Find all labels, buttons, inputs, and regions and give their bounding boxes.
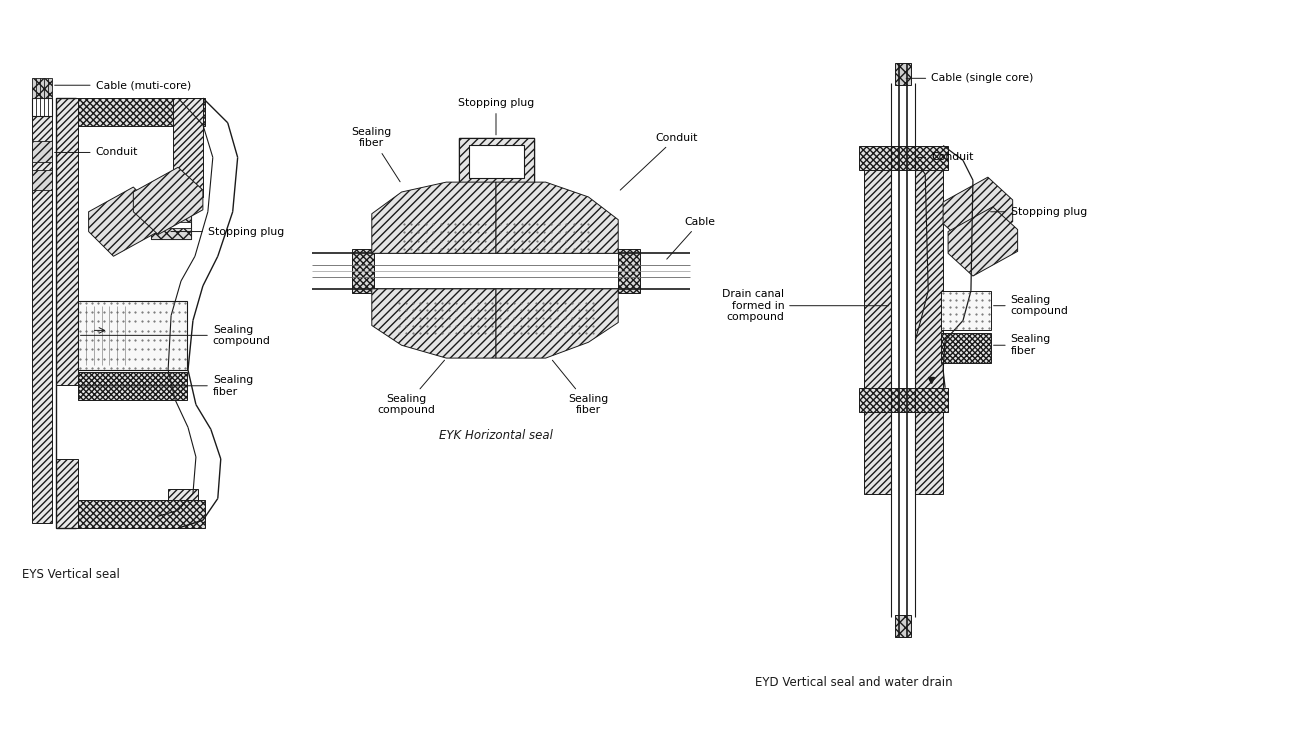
Text: EYK Horizontal seal: EYK Horizontal seal	[438, 429, 553, 442]
Bar	[151, 210, 191, 239]
Bar	[961, 212, 999, 222]
Text: Stopping plug: Stopping plug	[170, 226, 284, 236]
Bar	[33, 78, 52, 98]
Bar	[916, 148, 943, 493]
Text: Sealing
fiber: Sealing fiber	[553, 360, 609, 415]
Text: Stopping plug: Stopping plug	[458, 98, 535, 135]
Bar	[168, 488, 198, 528]
Bar	[56, 501, 204, 528]
Bar	[459, 138, 533, 185]
Bar	[895, 615, 911, 637]
Bar	[56, 98, 78, 385]
Bar	[353, 250, 373, 293]
Bar	[151, 228, 191, 239]
Bar	[78, 301, 187, 370]
Polygon shape	[372, 182, 496, 253]
Bar	[895, 64, 911, 85]
Bar	[33, 171, 52, 190]
Bar	[33, 98, 52, 523]
Bar	[402, 222, 591, 251]
Text: Stopping plug: Stopping plug	[990, 206, 1086, 217]
Text: Sealing
fiber: Sealing fiber	[81, 375, 254, 397]
Text: Sealing
compound: Sealing compound	[377, 360, 445, 415]
Text: Drain canal
formed in
compound: Drain canal formed in compound	[722, 289, 889, 322]
Bar	[33, 98, 52, 116]
Bar	[56, 98, 204, 126]
Bar	[78, 372, 187, 400]
Bar	[56, 459, 78, 528]
Bar	[173, 98, 203, 197]
Text: Sealing
fiber: Sealing fiber	[994, 335, 1051, 356]
Bar	[859, 388, 948, 412]
Bar	[961, 230, 999, 239]
Bar	[476, 291, 514, 310]
Polygon shape	[133, 168, 203, 234]
Bar	[397, 301, 596, 335]
Text: Conduit: Conduit	[919, 152, 973, 163]
Bar	[941, 291, 991, 330]
Text: Conduit: Conduit	[621, 132, 697, 190]
Polygon shape	[948, 207, 1017, 276]
Bar	[941, 333, 991, 363]
Polygon shape	[496, 289, 618, 358]
Text: Cable (muti-core): Cable (muti-core)	[55, 81, 191, 90]
Bar	[961, 212, 999, 239]
Polygon shape	[496, 182, 618, 253]
Text: Sealing
fiber: Sealing fiber	[351, 127, 401, 182]
Text: Conduit: Conduit	[55, 147, 138, 157]
Polygon shape	[943, 177, 1012, 247]
Bar	[151, 210, 191, 222]
Text: EYS Vertical seal: EYS Vertical seal	[22, 568, 120, 580]
Text: EYD Vertical seal and water drain: EYD Vertical seal and water drain	[755, 676, 952, 690]
Bar	[33, 141, 52, 163]
Polygon shape	[372, 289, 496, 358]
Text: Sealing
compound: Sealing compound	[81, 324, 271, 346]
Bar	[859, 146, 948, 171]
Bar	[864, 148, 891, 493]
Text: Cable (single core): Cable (single core)	[907, 73, 1033, 83]
Text: Sealing
compound: Sealing compound	[994, 295, 1068, 316]
Bar	[618, 250, 640, 293]
Bar	[459, 138, 533, 185]
Text: Cable: Cable	[666, 217, 716, 259]
Bar	[470, 144, 524, 178]
Polygon shape	[88, 187, 159, 256]
